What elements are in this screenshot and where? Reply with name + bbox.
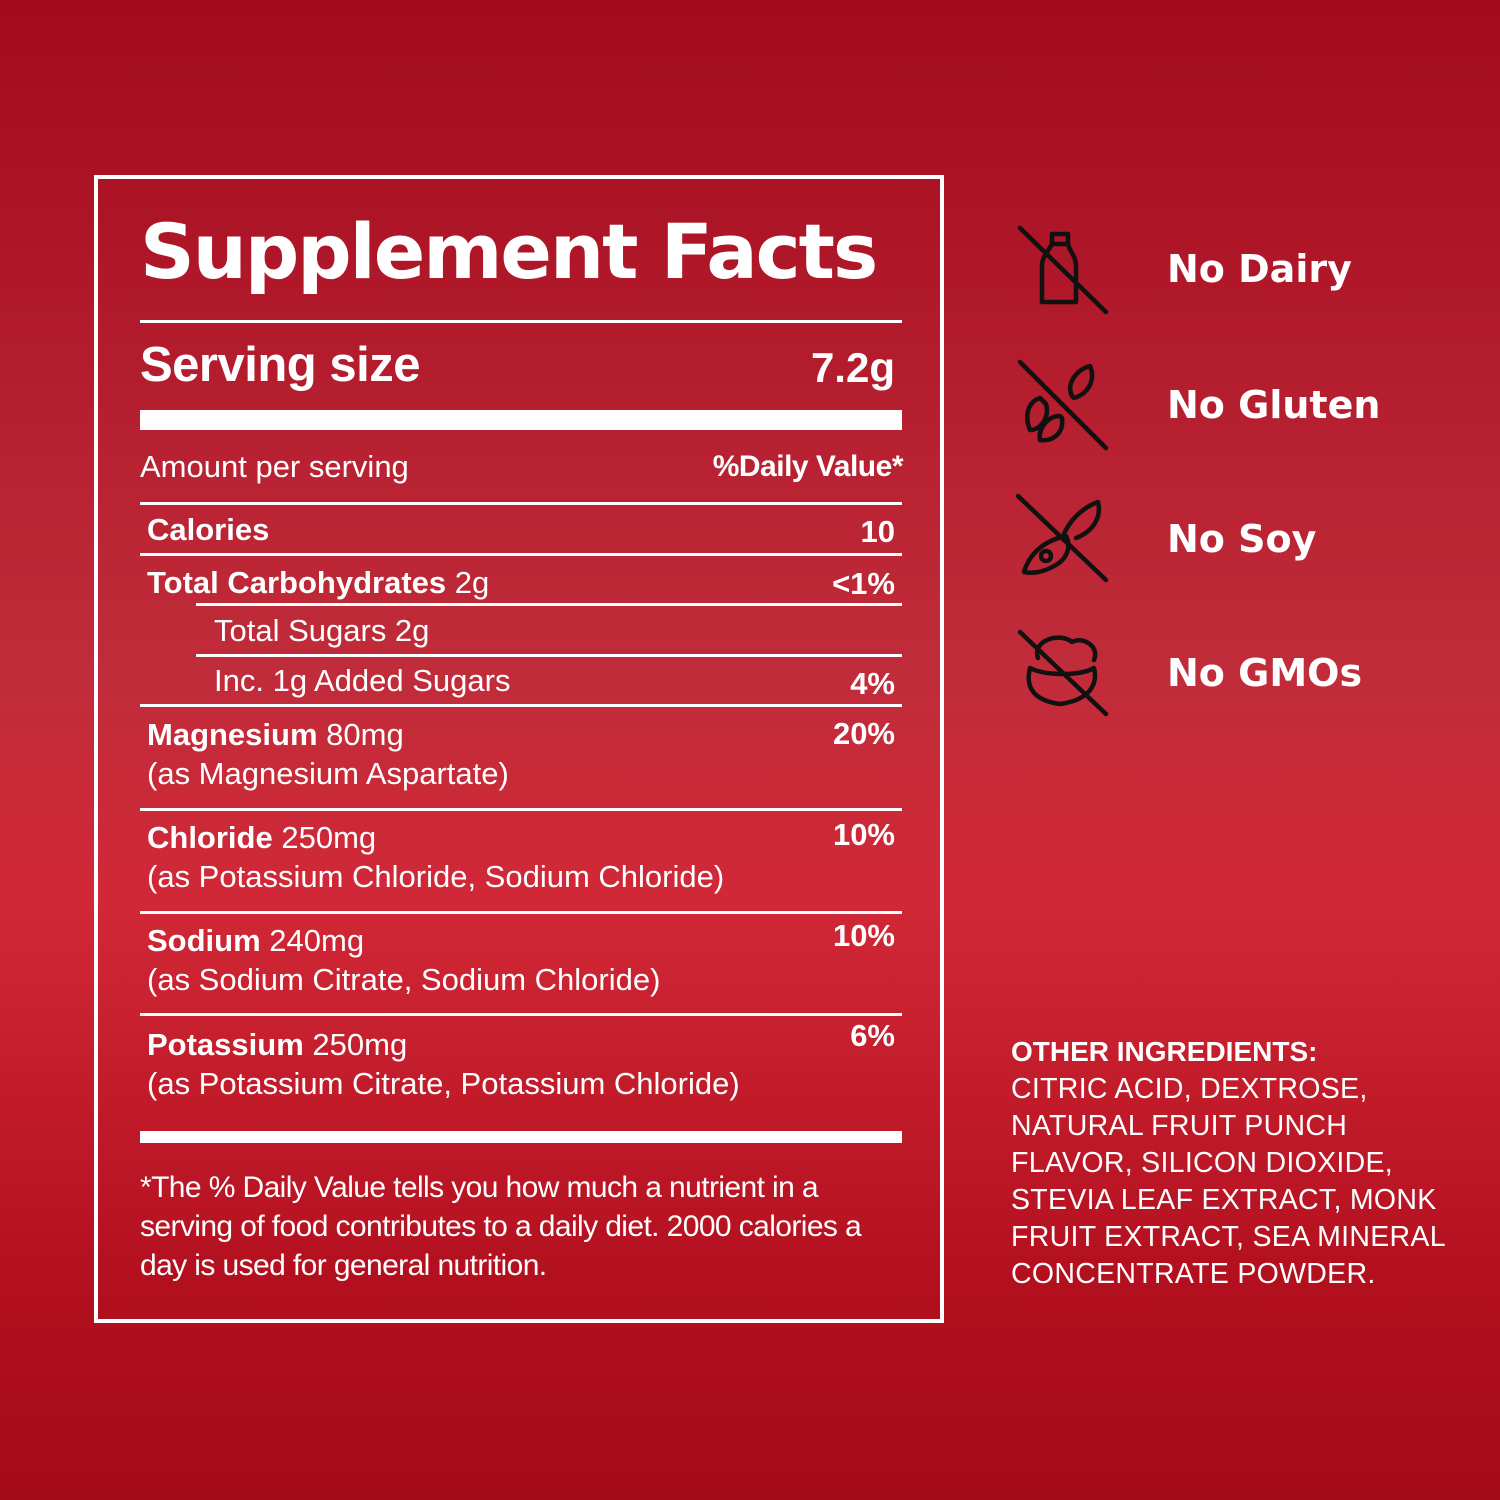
nutrient-name: Total Carbohydrates <box>147 565 447 600</box>
nutrient-dv: 6% <box>850 1018 895 1053</box>
nutrient-row: Calories <box>147 511 269 549</box>
facts-title: Supplement Facts <box>140 207 878 296</box>
nutrient-value: 10 <box>860 514 895 549</box>
daily-value-footnote: *The % Daily Value tells you how much a … <box>140 1171 862 1282</box>
nutrient-row: Potassium 250mg <box>147 1026 407 1064</box>
divider <box>140 320 902 323</box>
supplement-facts-panel <box>94 175 944 1323</box>
badge-label: No Dairy <box>1167 247 1352 291</box>
nutrient-dv: 20% <box>832 716 895 751</box>
nutrient-amount: 2g <box>446 565 490 600</box>
nutrient-row: Inc. 1g Added Sugars <box>214 662 510 700</box>
nutrient-source: (as Potassium Chloride, Sodium Chloride) <box>147 859 725 894</box>
divider <box>140 704 902 707</box>
nutrient-name: Inc. 1g Added Sugars <box>214 663 511 698</box>
divider <box>140 553 902 556</box>
divider <box>140 808 902 811</box>
nutrient-name: Sodium <box>147 923 261 958</box>
no-soy-icon <box>1015 493 1109 583</box>
divider <box>140 911 902 914</box>
nutrient-name: Total Sugars 2g <box>214 613 430 648</box>
nutrient-amount: 240mg <box>260 923 365 958</box>
nutrient-amount: 250mg <box>272 820 377 855</box>
no-dairy-icon <box>1017 225 1109 315</box>
serving-size-label: Serving size <box>140 338 420 392</box>
nutrient-source: (as Sodium Citrate, Sodium Chloride) <box>147 962 661 997</box>
nutrient-dv: <1% <box>832 566 895 601</box>
divider <box>140 1013 902 1016</box>
badge-no-gluten: No Gluten <box>1010 358 1460 458</box>
nutrient-dv: 4% <box>850 666 895 701</box>
nutrient-name: Potassium <box>147 1027 304 1062</box>
daily-value-label: %Daily Value* <box>712 450 904 483</box>
serving-size-value: 7.2g <box>810 344 895 391</box>
no-gmo-icon <box>1017 629 1109 717</box>
thick-divider <box>140 1131 902 1143</box>
divider <box>196 603 902 606</box>
badge-label: No GMOs <box>1167 651 1363 695</box>
nutrient-row: Magnesium 80mg <box>147 716 404 754</box>
nutrient-row: Chloride 250mg <box>147 819 376 857</box>
nutrient-name: Magnesium <box>147 717 318 752</box>
nutrient-dv: 10% <box>832 817 895 852</box>
nutrient-name: Chloride <box>147 820 273 855</box>
other-ingredients-title: OTHER INGREDIENTS: <box>1011 1036 1318 1067</box>
nutrient-amount: 80mg <box>317 717 404 752</box>
badge-no-gmo: No GMOs <box>1010 626 1460 726</box>
nutrient-dv: 10% <box>832 918 895 953</box>
badge-label: No Soy <box>1167 517 1317 561</box>
nutrient-source: (as Potassium Citrate, Potassium Chlorid… <box>147 1066 740 1101</box>
nutrient-name: Calories <box>147 512 270 547</box>
thick-divider <box>140 410 902 430</box>
divider <box>140 502 902 505</box>
nutrient-amount: 250mg <box>303 1027 408 1062</box>
nutrient-row: Total Carbohydrates 2g <box>147 564 489 602</box>
nutrient-row: Total Sugars 2g <box>214 612 429 650</box>
other-ingredients-text: CITRIC ACID, DEXTROSE, NATURAL FRUIT PUN… <box>1011 1073 1445 1290</box>
badge-label: No Gluten <box>1167 383 1381 427</box>
amount-per-serving-label: Amount per serving <box>140 449 409 484</box>
badge-no-soy: No Soy <box>1010 492 1460 592</box>
badge-no-dairy: No Dairy <box>1010 222 1460 322</box>
nutrient-source: (as Magnesium Aspartate) <box>147 756 509 791</box>
no-gluten-icon <box>1017 359 1109 451</box>
divider <box>196 654 902 657</box>
nutrient-row: Sodium 240mg <box>147 922 364 960</box>
